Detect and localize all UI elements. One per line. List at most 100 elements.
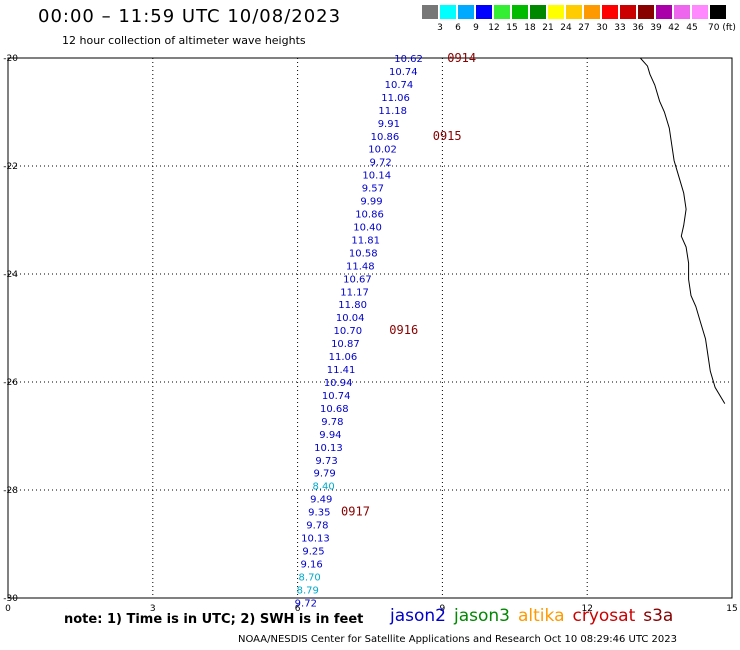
satellite-legend-jason3: jason3	[454, 606, 510, 626]
x-tick-label: 12	[581, 604, 592, 614]
wave-height-label: 8.40	[313, 482, 335, 493]
wave-height-label: 10.74	[322, 391, 351, 402]
wave-height-label: 9.72	[295, 598, 317, 609]
wave-height-label: 11.48	[346, 261, 375, 272]
x-tick-label: 0	[5, 604, 11, 614]
wave-height-label: 9.49	[310, 495, 332, 506]
color-swatch	[638, 5, 654, 19]
wave-height-label: 8.79	[297, 585, 319, 596]
wave-height-label: 9.91	[378, 119, 400, 130]
color-scale-label: 45	[686, 23, 698, 33]
wave-height-label: 9.25	[302, 546, 324, 557]
wave-height-label: 10.40	[353, 222, 382, 233]
wave-height-label: 10.74	[385, 80, 414, 91]
wave-height-label: 9.94	[319, 430, 341, 441]
wave-height-label: 9.16	[300, 559, 322, 570]
wave-height-label: 10.13	[301, 534, 330, 545]
wave-height-label: 10.94	[324, 378, 353, 389]
wave-height-label: 11.18	[378, 106, 407, 117]
wave-height-label: 10.87	[331, 339, 360, 350]
wave-height-label: 11.41	[327, 365, 356, 376]
color-scale-label: 36	[632, 23, 644, 33]
color-swatch	[440, 5, 456, 19]
wave-height-label: 10.86	[355, 210, 384, 221]
color-swatch	[422, 5, 438, 19]
y-tick-label: -20	[3, 54, 18, 64]
color-swatch	[530, 5, 546, 19]
satellite-legend-cryosat: cryosat	[572, 606, 636, 626]
wave-height-label: 10.13	[314, 443, 343, 454]
wave-height-label: 10.86	[371, 132, 400, 143]
time-label: 0916	[389, 323, 418, 337]
time-label: 0917	[341, 505, 370, 519]
wave-height-label: 9.72	[369, 158, 391, 169]
color-scale-label: 33	[614, 23, 626, 33]
color-scale-label: 42	[668, 23, 680, 33]
wave-height-label: 10.74	[389, 67, 418, 78]
wave-height-label: 10.02	[368, 145, 397, 156]
wave-height-label: 9.57	[362, 184, 384, 195]
color-scale-label: 3	[437, 23, 443, 33]
wave-height-label: 10.68	[320, 404, 349, 415]
credit-line: NOAA/NESDIS Center for Satellite Applica…	[238, 634, 677, 645]
time-label: 0915	[433, 129, 462, 143]
color-scale-label: 9	[473, 23, 479, 33]
satellite-legend: jason2 jason3 altika cryosat s3a	[390, 606, 681, 626]
color-swatch	[548, 5, 564, 19]
color-scale-label: 27	[578, 23, 590, 33]
wave-height-label: 11.80	[338, 300, 367, 311]
x-tick-label: 9	[440, 604, 446, 614]
plot-frame	[7, 57, 733, 599]
y-tick-label: -22	[3, 162, 18, 172]
color-swatch	[656, 5, 672, 19]
wave-height-label: 10.62	[394, 54, 423, 65]
coastline	[639, 57, 726, 404]
satellite-legend-jason2: jason2	[390, 606, 446, 626]
y-tick-label: -24	[3, 270, 18, 280]
color-scale-label: 24	[560, 23, 572, 33]
satellite-legend-s3a: s3a	[643, 606, 674, 626]
color-swatch	[620, 5, 636, 19]
wave-height-label: 10.04	[336, 313, 365, 324]
color-scale-label: 12	[488, 23, 500, 33]
chart-subtitle: 12 hour collection of altimeter wave hei…	[62, 34, 306, 47]
time-label: 0914	[447, 51, 476, 65]
color-scale-label: 15	[506, 23, 518, 33]
color-swatch	[494, 5, 510, 19]
y-tick-label: -30	[3, 594, 18, 604]
color-swatch	[566, 5, 582, 19]
wave-height-label: 9.79	[313, 469, 335, 480]
wave-height-label: 9.35	[308, 508, 330, 519]
color-scale-label: 18	[524, 23, 536, 33]
wave-height-label: 9.73	[315, 456, 337, 467]
wave-height-label: 11.17	[340, 287, 369, 298]
y-tick-label: -28	[3, 486, 18, 496]
wave-height-label: 11.81	[351, 235, 380, 246]
color-scale-label: 70 (ft)	[708, 23, 736, 33]
color-scale-label: 39	[650, 23, 662, 33]
wave-height-label: 11.06	[381, 93, 410, 104]
wave-height-label: 10.70	[333, 326, 362, 337]
wave-height-label: 10.58	[349, 248, 378, 259]
color-swatch	[584, 5, 600, 19]
color-swatch	[710, 5, 726, 19]
color-swatch	[512, 5, 528, 19]
wave-height-label: 10.14	[362, 171, 391, 182]
color-swatch	[458, 5, 474, 19]
x-tick-label: 15	[726, 604, 737, 614]
x-tick-label: 3	[150, 604, 156, 614]
color-scale-label: 6	[455, 23, 461, 33]
footer-note: note: 1) Time is in UTC; 2) SWH is in fe…	[64, 612, 364, 627]
wave-height-label: 11.06	[329, 352, 358, 363]
wave-height-label: 9.78	[306, 521, 328, 532]
color-swatch	[674, 5, 690, 19]
wave-height-label: 10.67	[343, 274, 372, 285]
wave-height-label: 9.99	[360, 197, 382, 208]
page-title: 00:00 – 11:59 UTC 10/08/2023	[38, 6, 342, 27]
wave-height-label: 9.78	[321, 417, 343, 428]
color-swatch	[692, 5, 708, 19]
color-scale-label: 21	[542, 23, 554, 33]
color-swatch	[476, 5, 492, 19]
color-scale-label: 30	[596, 23, 608, 33]
wave-height-label: 8.70	[299, 572, 321, 583]
